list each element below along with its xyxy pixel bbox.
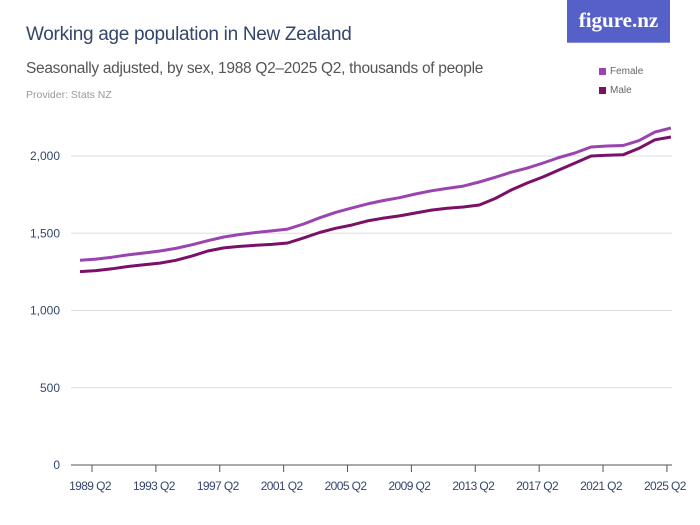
x-tick-label: 2009 Q2	[388, 479, 431, 493]
x-tick-label: 2021 Q2	[580, 479, 623, 493]
provider-label: Provider: Stats NZ	[26, 89, 112, 101]
legend-label: Male	[610, 85, 632, 96]
y-tick-label: 500	[40, 381, 60, 395]
y-tick-label: 2,000	[30, 149, 60, 163]
y-tick-label: 1,500	[30, 226, 60, 240]
legend-item-male: Male	[599, 85, 632, 96]
chart-title: Working age population in New Zealand	[26, 24, 352, 45]
series-line-male	[79, 135, 672, 274]
x-tick-label: 2025 Q2	[644, 479, 687, 493]
x-tick-label: 1989 Q2	[69, 479, 112, 493]
x-tick-label: 2013 Q2	[452, 479, 495, 493]
female-swatch	[599, 67, 606, 75]
chart-subtitle: Seasonally adjusted, by sex, 1988 Q2–202…	[26, 60, 484, 77]
figure-nz-logo[interactable]: figure.nz	[567, 0, 670, 43]
y-tick-label: 1,000	[30, 304, 60, 318]
x-tick-label: 2017 Q2	[516, 479, 559, 493]
y-tick-label: 0	[53, 458, 60, 472]
x-tick-label: 2005 Q2	[325, 479, 368, 493]
male-swatch	[599, 86, 606, 94]
legend-item-female: Female	[599, 66, 643, 77]
series-line-female	[79, 126, 672, 262]
legend-label: Female	[610, 66, 644, 77]
x-tick-label: 2001 Q2	[261, 479, 304, 493]
x-tick-label: 1997 Q2	[197, 479, 240, 493]
x-tick-label: 1993 Q2	[133, 479, 176, 493]
